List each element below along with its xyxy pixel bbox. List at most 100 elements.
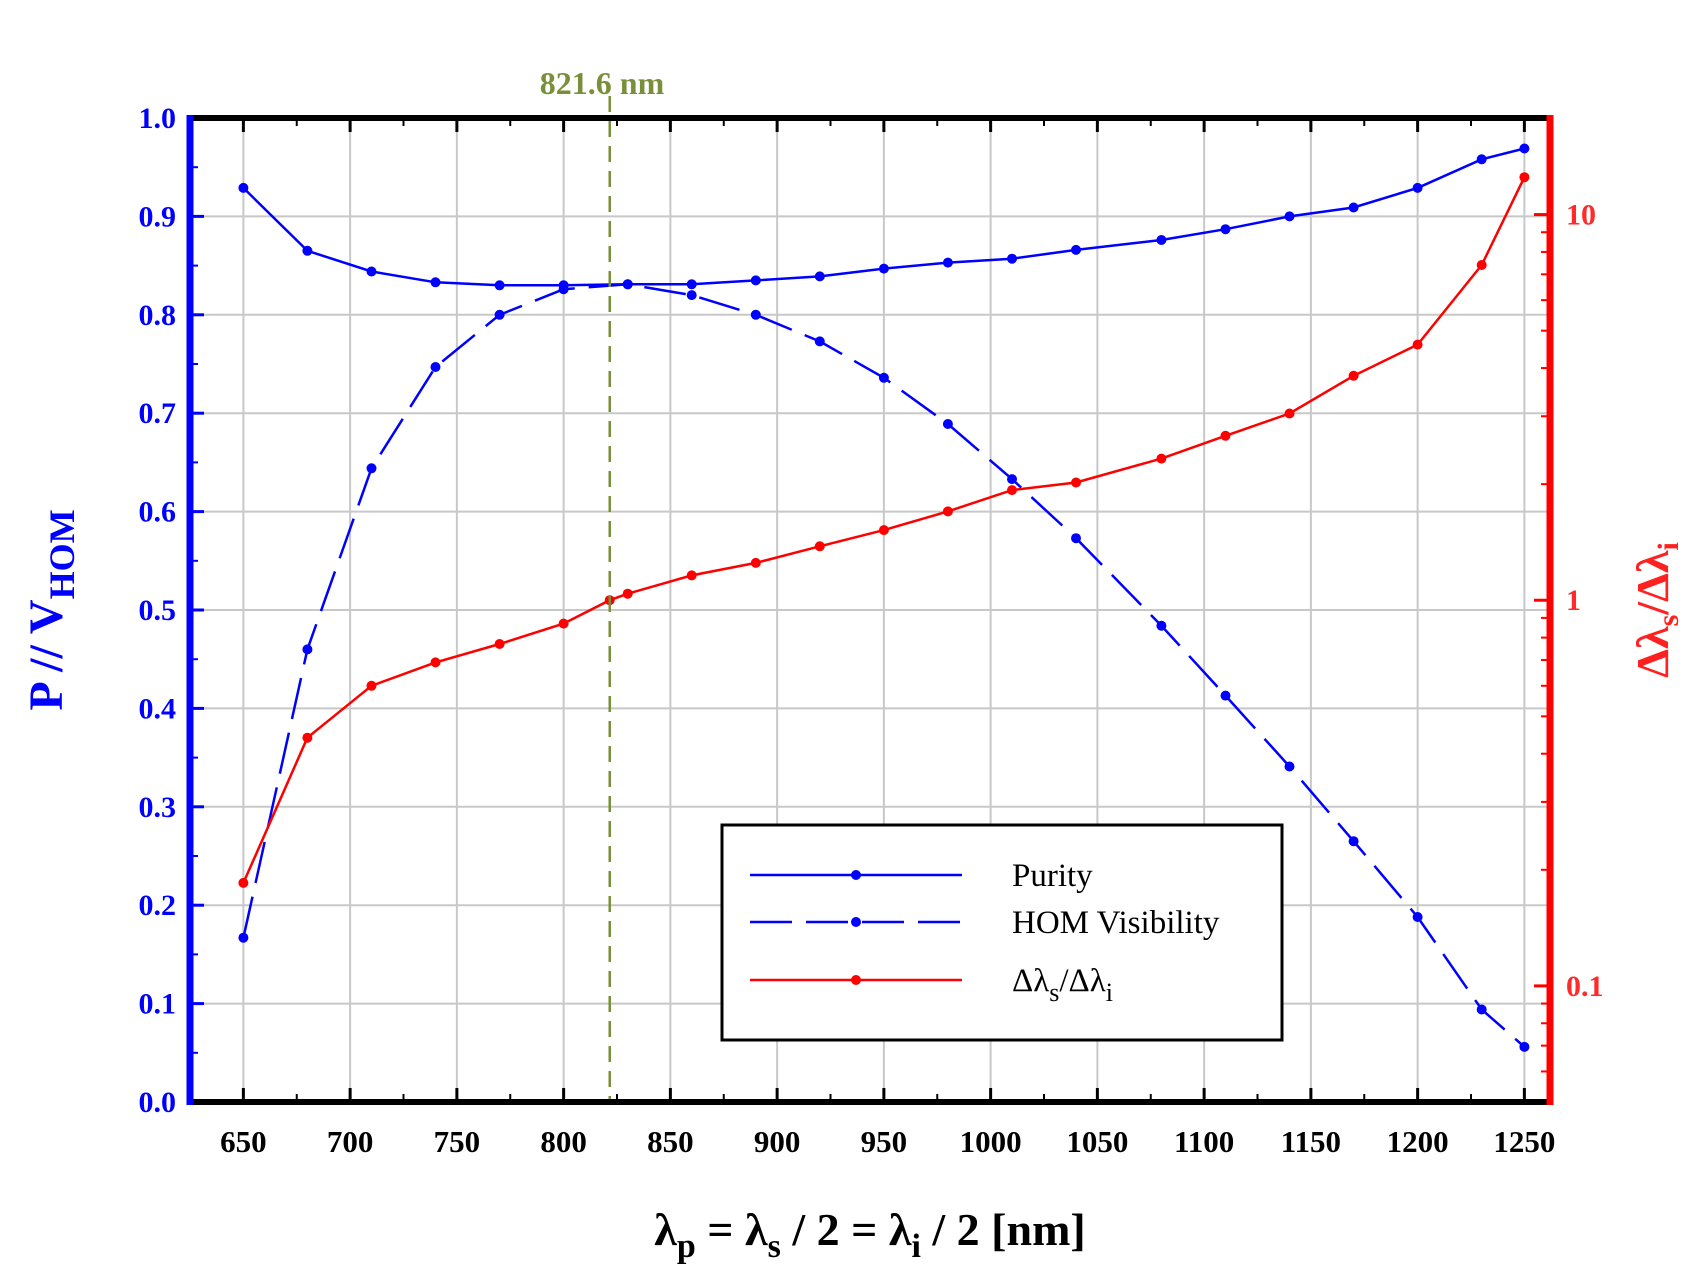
data-point-ratio bbox=[878, 525, 889, 536]
x-tick-label: 1250 bbox=[1493, 1124, 1555, 1159]
data-point-hom-visibility bbox=[1007, 474, 1017, 485]
y-left-tick-label: 0.6 bbox=[139, 496, 177, 529]
x-tick-label: 900 bbox=[754, 1124, 801, 1159]
legend-box bbox=[720, 823, 1284, 1042]
data-point-ratio bbox=[750, 557, 761, 568]
y-left-tick-label: 0.7 bbox=[139, 397, 177, 430]
data-point-purity bbox=[1348, 202, 1359, 213]
data-point-ratio bbox=[430, 657, 441, 668]
data-point-hom-visibility bbox=[1348, 836, 1359, 847]
data-point-hom-visibility bbox=[1412, 912, 1423, 922]
x-tick-label: 1200 bbox=[1387, 1124, 1449, 1159]
marker-label: 821.6 nm bbox=[540, 65, 665, 101]
data-point-purity bbox=[494, 280, 505, 291]
legend-marker-hom bbox=[851, 917, 861, 927]
data-point-purity bbox=[1156, 235, 1167, 245]
data-point-ratio bbox=[1348, 370, 1359, 381]
y-left-tick-label: 0.3 bbox=[139, 791, 177, 824]
data-point-purity bbox=[430, 277, 441, 288]
legend: Purity HOM Visibility Δλs/Δλi bbox=[720, 823, 1284, 1042]
data-point-purity bbox=[238, 182, 249, 193]
data-point-ratio bbox=[1412, 339, 1423, 350]
y-right-tick-label: 10 bbox=[1566, 199, 1596, 232]
y-right-tick-label: 1 bbox=[1566, 584, 1581, 617]
x-tick-label: 950 bbox=[861, 1124, 908, 1159]
data-point-hom-visibility bbox=[942, 419, 953, 429]
data-point-hom-visibility bbox=[430, 362, 441, 372]
data-point-ratio bbox=[686, 570, 697, 581]
data-point-ratio bbox=[1007, 485, 1017, 496]
x-axis-title: λp = λs / 2 = λi / 2 [nm] bbox=[654, 1204, 1085, 1265]
data-point-hom-visibility bbox=[814, 336, 825, 347]
data-point-ratio bbox=[302, 732, 313, 743]
data-point-hom-visibility bbox=[238, 932, 249, 943]
data-point-ratio bbox=[1284, 408, 1295, 419]
y-left-tick-label: 0.1 bbox=[139, 988, 177, 1021]
plot-frame bbox=[186, 115, 1554, 1105]
data-point-hom-visibility bbox=[1156, 620, 1167, 631]
data-point-hom-visibility bbox=[366, 463, 377, 474]
data-point-ratio bbox=[366, 680, 377, 691]
data-point-purity bbox=[1284, 211, 1295, 222]
data-point-purity bbox=[1412, 182, 1423, 193]
data-point-purity bbox=[942, 257, 953, 268]
x-tick-label: 1100 bbox=[1174, 1124, 1234, 1159]
data-point-purity bbox=[1071, 244, 1081, 255]
data-point-purity bbox=[686, 279, 697, 290]
data-point-ratio bbox=[942, 506, 953, 517]
data-point-purity bbox=[878, 263, 889, 274]
legend-marker-purity bbox=[851, 870, 861, 880]
legend-label-hom: HOM Visibility bbox=[1012, 905, 1220, 941]
data-point-purity bbox=[1476, 154, 1487, 165]
data-point-purity bbox=[814, 271, 825, 282]
x-tick-label: 1000 bbox=[960, 1124, 1022, 1159]
x-tick-label: 850 bbox=[647, 1124, 694, 1159]
data-point-hom-visibility bbox=[750, 309, 761, 320]
data-point-ratio bbox=[1476, 260, 1487, 270]
y-left-tick-label: 0.9 bbox=[139, 200, 177, 233]
legend-item-ratio: Δλs/Δλi bbox=[750, 963, 1113, 1007]
x-tick-label: 650 bbox=[220, 1124, 267, 1159]
data-point-purity bbox=[302, 245, 313, 256]
legend-item-purity: Purity bbox=[750, 858, 1093, 894]
data-point-ratio bbox=[1220, 430, 1231, 441]
data-point-ratio bbox=[1071, 477, 1081, 488]
series-line-ratio bbox=[242, 176, 1526, 884]
data-point-hom-visibility bbox=[494, 309, 505, 320]
y-left-tick-label: 0.4 bbox=[139, 692, 177, 725]
y-axis-left-title: P // VHOM bbox=[20, 509, 82, 710]
x-tick-label: 750 bbox=[434, 1124, 481, 1159]
y-right-tick-label: 0.1 bbox=[1566, 970, 1604, 1003]
data-point-hom-visibility bbox=[686, 290, 697, 301]
data-point-hom-visibility bbox=[1519, 1041, 1530, 1052]
legend-item-hom: HOM Visibility bbox=[750, 905, 1220, 941]
data-point-hom-visibility bbox=[1284, 761, 1295, 772]
data-point-hom-visibility bbox=[302, 644, 313, 655]
x-tick-label: 1150 bbox=[1281, 1124, 1341, 1159]
x-tick-label: 700 bbox=[327, 1124, 374, 1159]
data-point-purity bbox=[1220, 224, 1231, 235]
y-axis-right-title: Δλs/Δλi bbox=[1627, 542, 1685, 678]
y-left-tick-label: 1.0 bbox=[139, 102, 177, 135]
data-point-ratio bbox=[814, 541, 825, 552]
tick-labels: 650 700 750 800 850 900 950 1000 1050 1100 1150 120… bbox=[139, 102, 1604, 1159]
data-point-hom-visibility bbox=[1220, 690, 1231, 701]
data-point-hom-visibility bbox=[1071, 533, 1081, 544]
data-point-hom-visibility bbox=[1476, 1004, 1487, 1015]
data-point-hom-visibility bbox=[622, 279, 633, 290]
y-left-tick-label: 0.2 bbox=[139, 889, 177, 922]
data-point-ratio bbox=[238, 877, 249, 888]
data-point-hom-visibility bbox=[558, 284, 569, 295]
x-tick-label: 800 bbox=[540, 1124, 587, 1159]
legend-label-ratio: Δλs/Δλi bbox=[1012, 963, 1113, 1007]
data-point-purity bbox=[1007, 253, 1017, 264]
data-point-ratio bbox=[558, 618, 569, 629]
y-left-tick-label: 0.0 bbox=[139, 1086, 177, 1119]
data-point-ratio bbox=[622, 588, 633, 599]
legend-label-purity: Purity bbox=[1012, 858, 1093, 894]
data-point-ratio bbox=[494, 639, 505, 649]
y-left-tick-label: 0.5 bbox=[139, 594, 177, 627]
data-point-ratio bbox=[1519, 172, 1530, 183]
data-point-purity bbox=[750, 275, 761, 286]
